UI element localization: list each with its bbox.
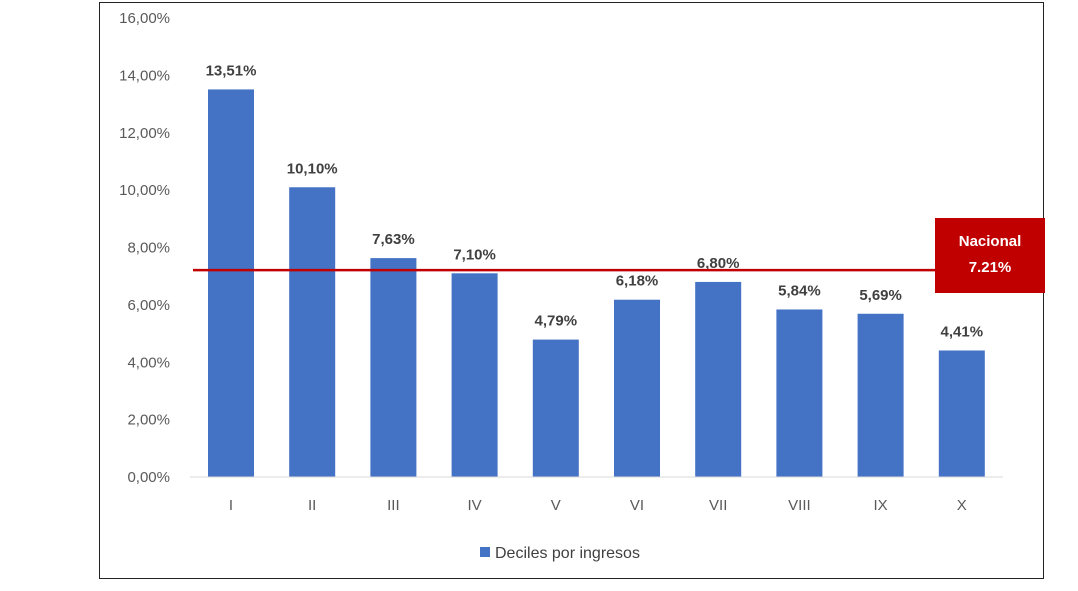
legend-swatch — [480, 547, 490, 557]
x-tick-label: III — [387, 497, 400, 514]
bar — [451, 273, 498, 477]
nacional-label: Nacional — [959, 233, 1022, 250]
x-tick-label: IV — [468, 497, 482, 514]
y-tick-label: 14,00% — [119, 67, 170, 84]
y-tick-label: 12,00% — [119, 125, 170, 142]
bar — [208, 89, 254, 477]
bar — [614, 299, 660, 477]
x-tick-label: V — [551, 497, 561, 514]
bar-value-label: 7,10% — [453, 246, 496, 263]
bar — [370, 258, 417, 477]
x-tick-label: VI — [630, 497, 644, 514]
x-tick-label: II — [308, 497, 316, 514]
bar-value-label: 10,10% — [287, 160, 338, 177]
bar-value-label: 7,63% — [372, 231, 415, 248]
y-tick-label: 16,00% — [119, 10, 170, 27]
bar — [532, 339, 579, 477]
bar-value-label: 5,69% — [859, 287, 902, 304]
bar-value-label: 6,80% — [697, 255, 740, 272]
y-tick-label: 6,00% — [127, 297, 170, 314]
bar-value-label: 4,79% — [535, 313, 578, 330]
bar — [776, 309, 823, 477]
x-tick-label: VIII — [788, 497, 811, 514]
bar — [938, 350, 985, 477]
y-tick-label: 4,00% — [127, 354, 170, 371]
x-tick-label: X — [957, 497, 967, 514]
y-tick-label: 8,00% — [127, 240, 170, 257]
bar-value-label: 5,84% — [778, 282, 821, 299]
y-tick-label: 0,00% — [127, 469, 170, 486]
bar — [289, 187, 336, 477]
x-tick-label: I — [229, 497, 233, 514]
legend-label: Deciles por ingresos — [495, 545, 640, 562]
bar — [695, 281, 742, 477]
bar-value-label: 4,41% — [941, 323, 984, 340]
bar-value-label: 13,51% — [206, 62, 257, 79]
nacional-label-box — [935, 218, 1045, 293]
y-tick-label: 10,00% — [119, 182, 170, 199]
bar — [857, 313, 904, 477]
y-tick-label: 2,00% — [127, 412, 170, 429]
x-tick-label: VII — [709, 497, 727, 514]
bar-value-label: 6,18% — [616, 273, 659, 290]
x-tick-label: IX — [874, 497, 888, 514]
nacional-value: 7.21% — [969, 259, 1012, 276]
